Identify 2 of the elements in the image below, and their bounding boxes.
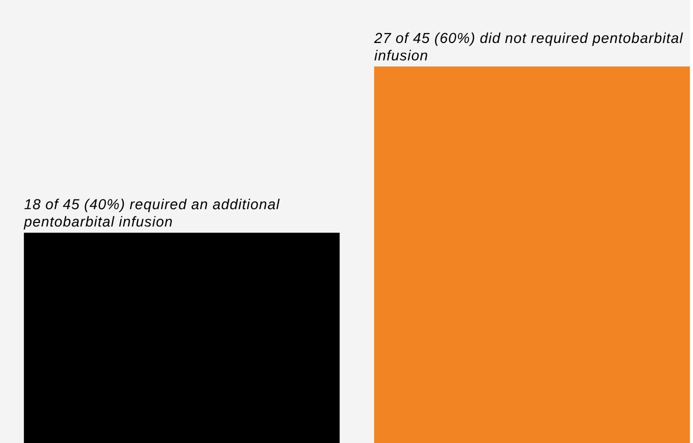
data-label: 27 of 45 (60%) did not required pentobarbital infusion: [374, 32, 683, 60]
data-label: 18 of 45 (40%) required an additional pentobarbital infusion: [24, 198, 280, 230]
